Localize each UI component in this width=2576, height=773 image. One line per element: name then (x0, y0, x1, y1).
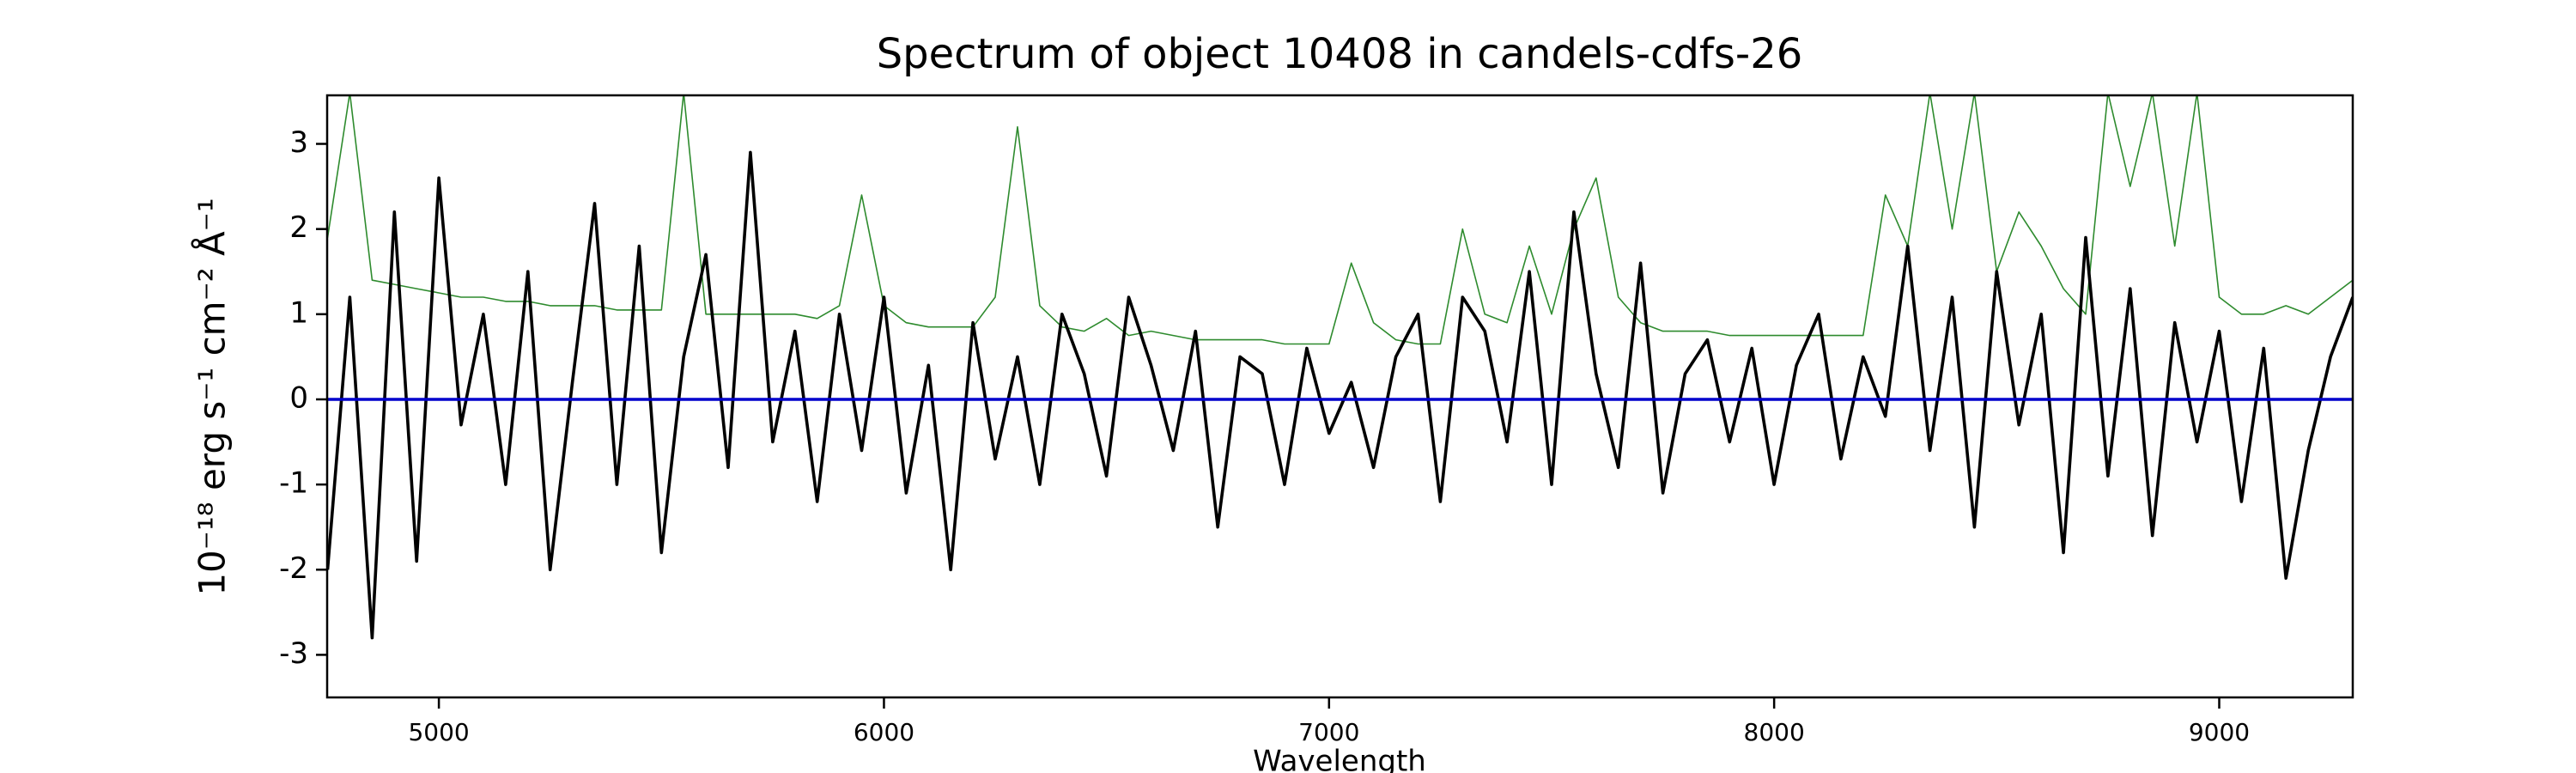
y-tick-label: 0 (289, 380, 308, 415)
y-tick-label: -1 (279, 466, 308, 501)
spectrum-line (327, 150, 2353, 640)
x-tick-label: 9000 (2189, 718, 2250, 746)
plot-frame (325, 94, 2354, 699)
x-tick-label: 6000 (854, 718, 914, 746)
x-tick-label: 5000 (408, 718, 469, 746)
x-tick-label: 8000 (1744, 718, 1805, 746)
y-axis-label: 10⁻¹⁸ erg s⁻¹ cm⁻² Å⁻¹ (191, 198, 234, 595)
x-axis-label: Wavelength (1253, 745, 1426, 773)
plot-lines (327, 95, 2353, 640)
x-tick-label: 7000 (1298, 718, 1359, 746)
y-tick-label: 2 (289, 210, 308, 245)
y-tick-label: -3 (279, 636, 308, 671)
y-tick-label: -2 (279, 551, 308, 586)
chart-title: Spectrum of object 10408 in candels-cdfs… (877, 30, 1803, 78)
y-tick-label: 1 (289, 295, 308, 330)
y-tick-label: 3 (289, 125, 308, 160)
spectrum-line (327, 95, 2353, 345)
